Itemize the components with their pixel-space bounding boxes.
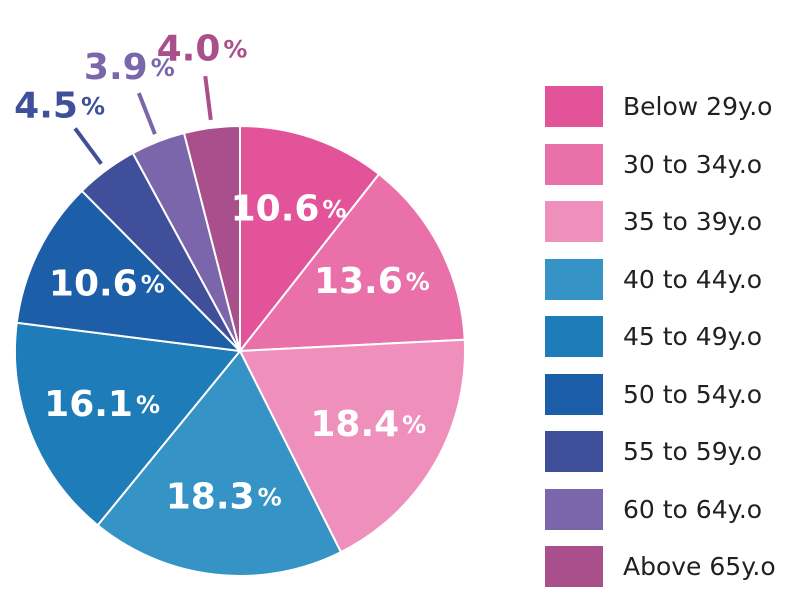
slice-value-number: 18.4 bbox=[310, 404, 399, 445]
slice-value-number: 13.6 bbox=[314, 261, 403, 302]
legend-item-55-to-59y-o: 55 to 59y.o bbox=[545, 431, 795, 472]
legend-label: 40 to 44y.o bbox=[623, 264, 763, 294]
legend-swatch bbox=[545, 431, 603, 472]
legend-label: 60 to 64y.o bbox=[623, 494, 763, 524]
leader-line-60-to-64y-o bbox=[136, 92, 157, 135]
slice-value-label: 3.9% bbox=[84, 47, 175, 88]
slice-value-unit: % bbox=[141, 270, 165, 298]
slice-value-unit: % bbox=[223, 35, 247, 63]
pie-slices bbox=[14, 124, 467, 577]
slice-value-unit: % bbox=[258, 484, 282, 512]
legend: Below 29y.o 30 to 34y.o 35 to 39y.o 40 to 4… bbox=[545, 86, 795, 604]
slice-value-label: 13.6% bbox=[314, 261, 430, 302]
slice-value-unit: % bbox=[136, 391, 160, 419]
legend-label: Above 65y.o bbox=[623, 552, 776, 581]
slice-value-unit: % bbox=[322, 196, 346, 224]
slice-value-unit: % bbox=[406, 268, 430, 296]
legend-item-35-to-39y-o: 35 to 39y.o bbox=[545, 201, 795, 242]
legend-label: 50 to 54y.o bbox=[623, 379, 763, 409]
legend-item-50-to-54y-o: 50 to 54y.o bbox=[545, 373, 795, 415]
slice-value-number: 10.6 bbox=[49, 263, 138, 304]
slice-value-unit: % bbox=[81, 93, 105, 121]
legend-label: 55 to 59y.o bbox=[623, 437, 763, 466]
pie-slice-45-to-49y-o bbox=[14, 321, 242, 527]
slice-value-label: 18.3% bbox=[166, 477, 282, 518]
legend-label: 35 to 39y.o bbox=[623, 207, 763, 236]
slice-value-unit: % bbox=[402, 411, 426, 439]
slice-value-label: 4.0% bbox=[157, 28, 248, 69]
legend-label: Below 29y.o bbox=[623, 92, 773, 121]
legend-swatch bbox=[545, 316, 603, 357]
pie-slice-above-65y-o bbox=[182, 124, 241, 352]
slice-value-label: 18.4% bbox=[310, 404, 426, 445]
pie-slice-below-29y-o bbox=[239, 124, 381, 354]
pie-slice-30-to-34y-o bbox=[237, 172, 466, 353]
slice-value-label: 10.6% bbox=[231, 189, 347, 230]
slice-value-number: 4.5 bbox=[14, 86, 78, 127]
legend-swatch bbox=[545, 546, 603, 587]
legend-item-45-to-49y-o: 45 to 49y.o bbox=[545, 316, 795, 357]
legend-swatch bbox=[545, 488, 603, 530]
slice-value-number: 4.0 bbox=[157, 28, 221, 69]
legend-label: 45 to 49y.o bbox=[623, 322, 763, 351]
legend-label: 30 to 34y.o bbox=[623, 149, 763, 179]
legend-swatch bbox=[545, 373, 603, 415]
slice-labels: 10.6 %13.6 %18.4 %18.3 %16.1 %10.6 %4.5 %3.9 %4.… bbox=[14, 28, 430, 517]
legend-swatch bbox=[545, 258, 603, 300]
legend-item-below-29y-o: Below 29y.o bbox=[545, 86, 795, 127]
legend-item-above-65y-o: Above 65y.o bbox=[545, 546, 795, 587]
slice-value-unit: % bbox=[151, 54, 175, 82]
slice-value-number: 16.1 bbox=[44, 384, 133, 425]
slice-value-label: 10.6% bbox=[49, 263, 165, 304]
pie-slice-50-to-54y-o bbox=[15, 189, 243, 353]
legend-item-30-to-34y-o: 30 to 34y.o bbox=[545, 143, 795, 185]
slice-value-number: 3.9 bbox=[84, 47, 148, 88]
legend-swatch bbox=[545, 143, 603, 185]
slice-value-label: 16.1% bbox=[44, 384, 160, 425]
leader-line-above-65y-o bbox=[203, 75, 213, 121]
legend-item-40-to-44y-o: 40 to 44y.o bbox=[545, 258, 795, 300]
slice-value-label: 4.5% bbox=[14, 86, 105, 127]
pie-slice-35-to-39y-o bbox=[238, 338, 467, 554]
pie-chart: 10.6 %13.6 %18.4 %18.3 %16.1 %10.6 %4.5 %3.9 %4.… bbox=[14, 28, 467, 577]
leader-line-55-to-59y-o bbox=[73, 127, 103, 165]
legend-swatch bbox=[545, 201, 603, 242]
slice-value-number: 10.6 bbox=[231, 189, 320, 230]
legend-swatch bbox=[545, 86, 603, 127]
pie-slice-40-to-44y-o bbox=[96, 349, 343, 577]
slice-value-number: 18.3 bbox=[166, 477, 255, 518]
legend-item-60-to-64y-o: 60 to 64y.o bbox=[545, 488, 795, 530]
